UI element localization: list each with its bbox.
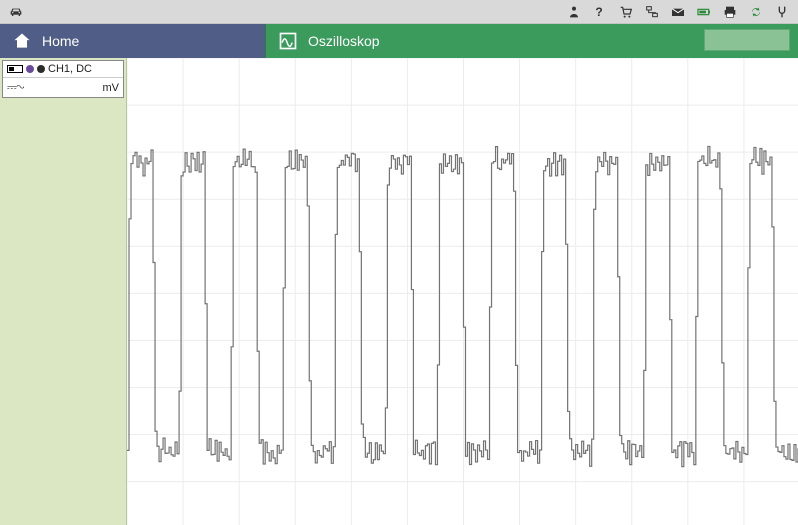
channel-color-dot-1 bbox=[26, 65, 34, 73]
oscilloscope-chart[interactable] bbox=[127, 58, 798, 525]
svg-text:?: ? bbox=[595, 5, 602, 19]
mail-icon[interactable] bbox=[670, 4, 686, 20]
tab-oscilloscope[interactable]: Oszilloskop bbox=[265, 24, 798, 58]
connector-icon[interactable] bbox=[774, 4, 790, 20]
legend-row-unit[interactable]: ⎓∿ mV bbox=[3, 78, 123, 97]
legend-row-channel[interactable]: CH1, DC bbox=[3, 61, 123, 78]
tab-home[interactable]: Home bbox=[0, 24, 265, 58]
network-icon[interactable] bbox=[644, 4, 660, 20]
tab-oscilloscope-label: Oszilloskop bbox=[308, 33, 380, 49]
oscilloscope-icon bbox=[278, 31, 298, 51]
main-area: CH1, DC ⎓∿ mV bbox=[0, 58, 798, 525]
side-panel: CH1, DC ⎓∿ mV bbox=[0, 58, 127, 525]
battery-icon bbox=[696, 4, 712, 20]
car-icon bbox=[8, 4, 24, 20]
system-tray: ? bbox=[566, 4, 790, 20]
channel-label: CH1, DC bbox=[48, 63, 119, 75]
person-icon[interactable] bbox=[566, 4, 582, 20]
tab-home-label: Home bbox=[42, 33, 79, 49]
print-icon[interactable] bbox=[722, 4, 738, 20]
unit-label: mV bbox=[27, 82, 119, 94]
oscilloscope-value-field[interactable] bbox=[704, 29, 790, 51]
home-icon bbox=[12, 31, 32, 51]
sync-icon[interactable] bbox=[748, 4, 764, 20]
channel-color-dot-2 bbox=[37, 65, 45, 73]
system-bar: ? bbox=[0, 0, 798, 24]
probe-icon bbox=[7, 65, 23, 73]
tab-bar: Home Oszilloskop bbox=[0, 24, 798, 58]
help-icon[interactable]: ? bbox=[592, 4, 608, 20]
waveform-icon: ⎓∿ bbox=[7, 80, 24, 95]
channel-legend: CH1, DC ⎓∿ mV bbox=[2, 60, 124, 98]
cart-icon[interactable] bbox=[618, 4, 634, 20]
